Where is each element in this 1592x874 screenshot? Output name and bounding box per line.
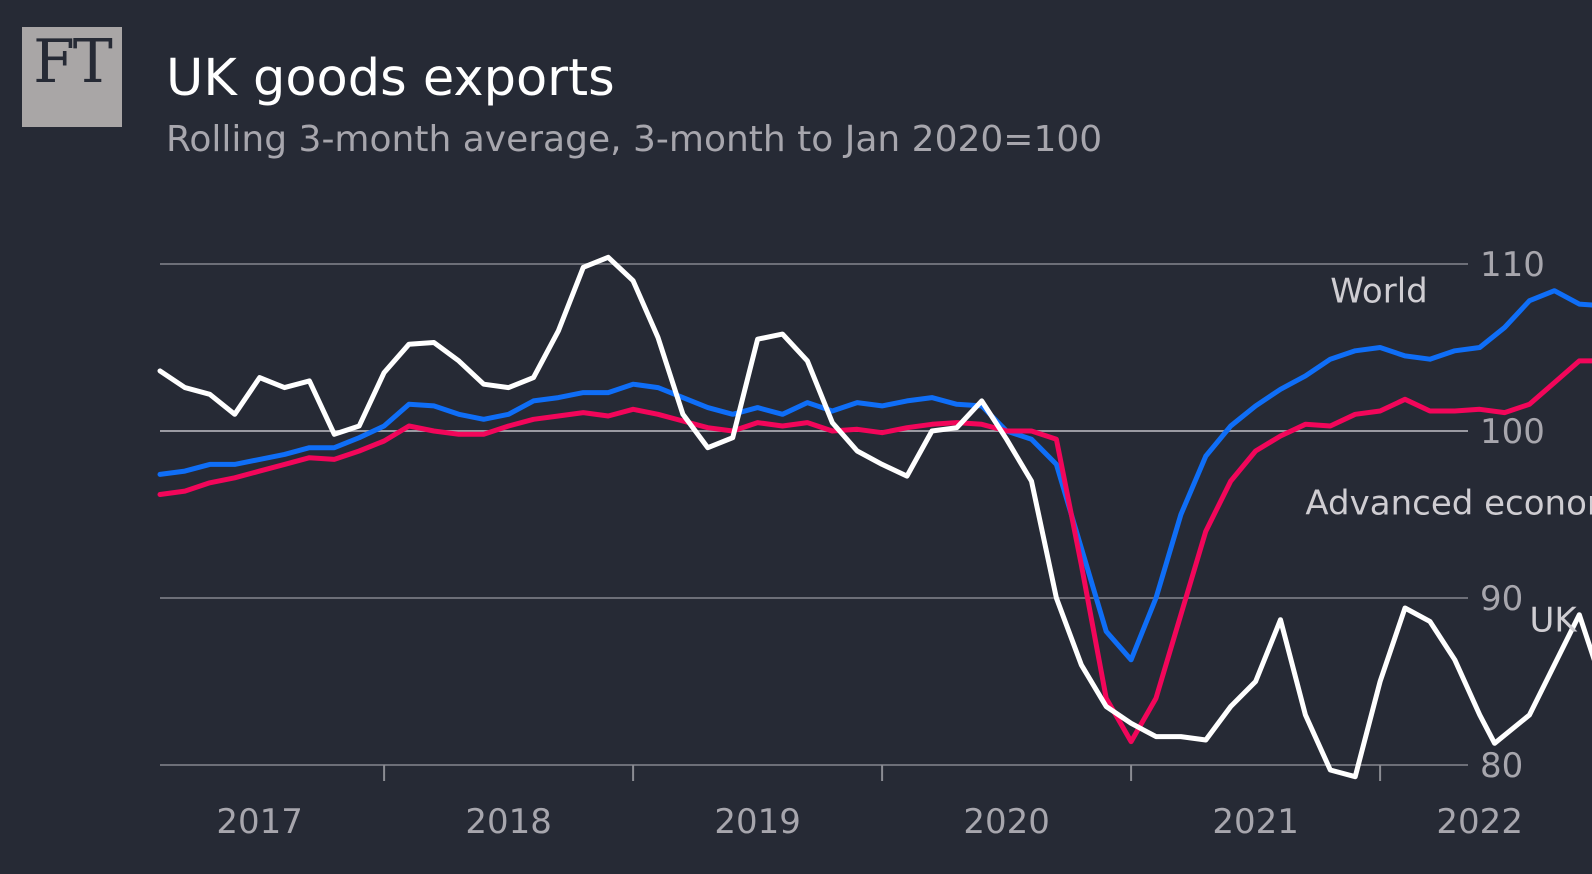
y-tick-label-90: 90 <box>1480 579 1523 619</box>
gridlines <box>160 263 1468 766</box>
ft-logo: FT <box>22 27 122 127</box>
x-tick-label-2019: 2019 <box>714 802 801 842</box>
x-axis: 2017 2018 2019 2020 2021 2022 <box>216 765 1523 842</box>
chart-title: UK goods exports <box>166 49 615 108</box>
series-label-world: World <box>1330 271 1427 311</box>
series-lines <box>157 254 1592 780</box>
series-label-uk: UK <box>1530 600 1579 640</box>
chart-subtitle: Rolling 3-month average, 3-month to Jan … <box>166 119 1103 160</box>
series-labels: World Advanced economies UK <box>1305 271 1592 640</box>
x-tick-label-2017: 2017 <box>216 802 303 842</box>
series-line-uk <box>157 254 1592 780</box>
series-line-advanced-economies <box>157 358 1592 745</box>
series-label-advanced-economies: Advanced economies <box>1305 484 1592 524</box>
x-tick-label-2020: 2020 <box>963 802 1050 842</box>
y-tick-label-100: 100 <box>1480 412 1545 452</box>
x-tick-label-2018: 2018 <box>465 802 552 842</box>
x-tick-label-2022: 2022 <box>1436 802 1523 842</box>
y-axis: 110 100 90 80 <box>1480 245 1545 786</box>
y-tick-label-110: 110 <box>1480 245 1545 285</box>
x-tick-label-2021: 2021 <box>1212 802 1299 842</box>
series-line-world <box>157 288 1592 663</box>
y-tick-label-80: 80 <box>1480 746 1523 786</box>
